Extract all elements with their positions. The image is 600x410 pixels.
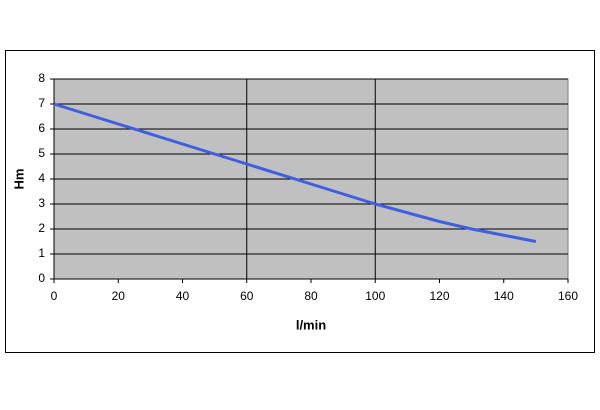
y-tick-label: 2 bbox=[38, 221, 45, 235]
x-tick-label: 20 bbox=[112, 289, 126, 303]
y-tick-label: 5 bbox=[38, 146, 45, 160]
y-tick-label: 3 bbox=[38, 196, 45, 210]
x-tick-label: 0 bbox=[51, 289, 58, 303]
data-line bbox=[53, 102, 537, 243]
y-tick-label: 7 bbox=[38, 96, 45, 110]
y-tick-label: 4 bbox=[38, 171, 45, 185]
y-tick-label: 8 bbox=[38, 71, 45, 85]
x-axis-title: l/min bbox=[296, 317, 326, 332]
x-tick-label: 100 bbox=[365, 289, 385, 303]
y-axis-title: Hm bbox=[11, 169, 26, 190]
x-tick-label: 40 bbox=[176, 289, 190, 303]
x-tick-label: 80 bbox=[304, 289, 318, 303]
y-tick-label: 0 bbox=[38, 271, 45, 285]
x-tick-label: 160 bbox=[558, 289, 578, 303]
y-tick-label: 6 bbox=[38, 121, 45, 135]
x-tick-label: 120 bbox=[429, 289, 449, 303]
x-tick-label: 60 bbox=[240, 289, 254, 303]
x-tick-label: 140 bbox=[494, 289, 514, 303]
y-tick-label: 1 bbox=[38, 246, 45, 260]
